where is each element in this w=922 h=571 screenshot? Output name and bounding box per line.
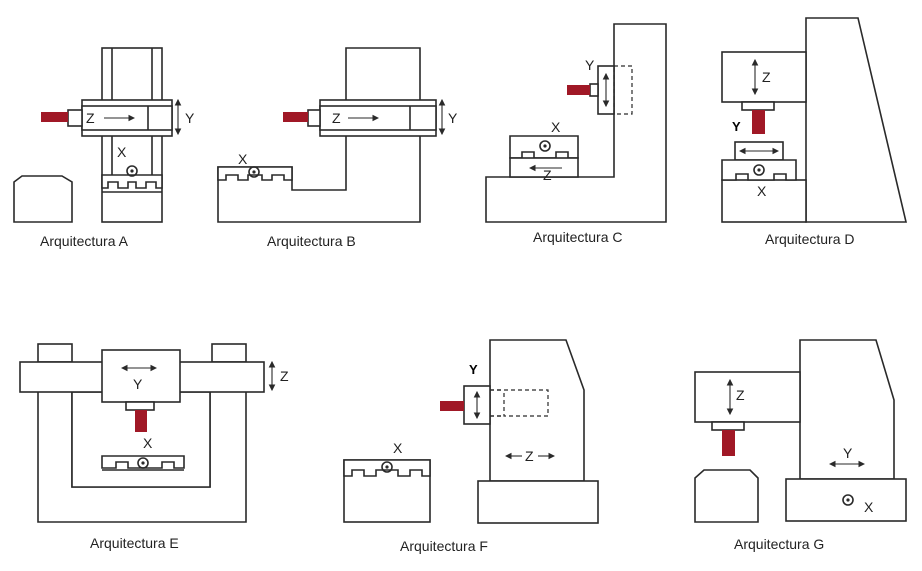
caption: Arquitectura D — [765, 231, 854, 247]
caption: Arquitectura F — [400, 538, 488, 554]
axis-label-z: Z — [525, 448, 534, 464]
caption: Arquitectura A — [40, 233, 129, 249]
spindle-head — [694, 371, 801, 423]
panel-architecture-e: Y Z X Arquitectura E — [19, 343, 289, 551]
axis-label-y: Y — [133, 376, 143, 392]
panel-architecture-g: Z Y X Arquitectura G — [694, 339, 907, 552]
spindle-head — [101, 349, 181, 403]
spindle-head — [721, 51, 807, 103]
panel-architecture-c: Y X Z Arquitectura C — [485, 23, 667, 245]
axis-label-z: Z — [332, 110, 341, 126]
axis-label-y: Y — [185, 110, 195, 126]
axis-label-y: Y — [448, 110, 458, 126]
axis-label-y: Y — [732, 119, 741, 134]
panel-architecture-f: Y Z X Arquitectura F — [343, 339, 599, 554]
separate-block — [13, 175, 73, 223]
tool — [752, 110, 765, 134]
panel-architecture-d: Z Y X Arquitectura D — [721, 17, 908, 247]
tool — [722, 430, 735, 456]
axis-label-z: Z — [736, 387, 745, 403]
axis-label-x: X — [393, 440, 403, 456]
base-column — [485, 23, 667, 223]
axis-label-z: Z — [543, 167, 552, 183]
caption: Arquitectura G — [734, 536, 824, 552]
axis-label-x: X — [143, 435, 153, 451]
tool — [567, 85, 590, 95]
tool — [41, 112, 68, 122]
caption: Arquitectura C — [533, 229, 622, 245]
axis-label-x: X — [757, 183, 767, 199]
caption: Arquitectura B — [267, 233, 356, 249]
tool — [135, 410, 147, 432]
axis-label-y: Y — [469, 362, 478, 377]
caption: Arquitectura E — [90, 535, 179, 551]
axis-label-y: Y — [585, 57, 595, 73]
work-table — [101, 174, 163, 189]
axis-label-z: Z — [280, 368, 289, 384]
axis-label-x: X — [551, 119, 561, 135]
axis-label-x: X — [864, 499, 874, 515]
tool — [440, 401, 464, 411]
axis-label-z: Z — [762, 69, 771, 85]
column — [805, 17, 908, 223]
axis-label-x: X — [117, 144, 127, 160]
axis-label-x: X — [238, 151, 248, 167]
axis-label-y: Y — [843, 445, 853, 461]
panel-architecture-b: Z Y X Arquitectura B — [217, 47, 458, 249]
axis-label-z: Z — [86, 110, 95, 126]
base — [477, 480, 599, 524]
separate-block — [694, 469, 759, 523]
tool — [283, 112, 308, 122]
panel-architecture-a: Z Y X Arquitectura A — [13, 47, 195, 249]
base — [785, 478, 907, 522]
work-table — [217, 166, 293, 181]
